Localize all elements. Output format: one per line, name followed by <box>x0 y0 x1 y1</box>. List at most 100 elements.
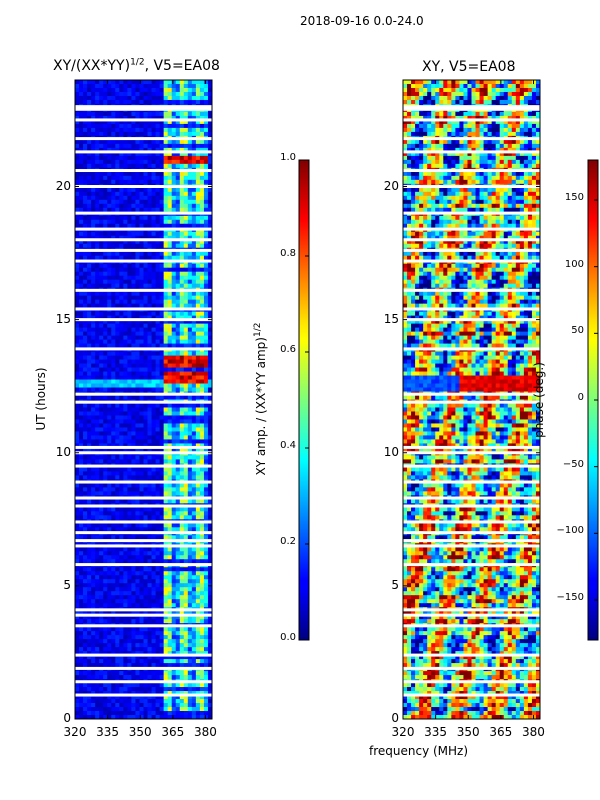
heatmap-cell <box>75 223 80 229</box>
heatmap-cell <box>187 403 193 408</box>
heatmap-cell <box>115 523 120 528</box>
heatmap-cell <box>119 535 124 540</box>
heatmap-cell <box>175 299 181 305</box>
heatmap-cell <box>179 339 185 344</box>
heatmap-cell <box>123 131 128 137</box>
heatmap-cell <box>75 427 80 432</box>
heatmap-cell <box>87 475 92 480</box>
heatmap-cell <box>103 119 108 125</box>
heatmap-cell <box>151 571 156 576</box>
heatmap-cell <box>131 415 136 420</box>
heatmap-cell <box>107 303 112 309</box>
heatmap-cell <box>191 191 197 197</box>
heatmap-cell <box>203 611 209 616</box>
heatmap-cell <box>175 323 181 329</box>
heatmap-cell <box>83 171 88 177</box>
heatmap-cell <box>163 255 169 261</box>
heatmap-cell <box>111 203 116 209</box>
heatmap-cell <box>191 403 197 408</box>
heatmap-cell <box>203 271 209 277</box>
heatmap-cell <box>159 331 165 336</box>
heatmap-cell <box>175 439 181 444</box>
heatmap-cell <box>183 203 189 209</box>
heatmap-cell <box>151 299 156 305</box>
heatmap-cell <box>131 635 136 640</box>
heatmap-cell <box>123 499 128 504</box>
heatmap-cell <box>179 271 185 277</box>
heatmap-cell <box>163 419 169 424</box>
heatmap-cell <box>83 411 88 416</box>
heatmap-cell <box>179 627 185 632</box>
heatmap-cell <box>99 471 104 476</box>
heatmap-cell <box>175 223 181 229</box>
heatmap-cell <box>147 163 152 169</box>
heatmap-cell <box>75 131 80 137</box>
heatmap-cell <box>95 407 100 412</box>
heatmap-cell <box>75 295 80 301</box>
heatmap-cell <box>191 499 197 504</box>
heatmap-cell <box>91 579 96 584</box>
heatmap-cell <box>207 547 213 552</box>
heatmap-cell <box>143 475 148 480</box>
heatmap-cell <box>159 191 165 197</box>
heatmap-cell <box>163 567 169 572</box>
heatmap-cell <box>175 631 181 636</box>
heatmap-cell <box>139 319 144 325</box>
heatmap-cell <box>179 511 185 516</box>
heatmap-cell <box>159 375 165 380</box>
heatmap-cell <box>167 663 173 668</box>
heatmap-cell <box>79 619 84 624</box>
heatmap-cell <box>155 555 161 560</box>
heatmap-cell <box>171 203 177 209</box>
heatmap-cell <box>199 355 205 360</box>
heatmap-cell <box>111 363 116 368</box>
heatmap-cell <box>139 363 144 368</box>
heatmap-cell <box>155 639 161 644</box>
heatmap-cell <box>195 315 201 321</box>
heatmap-cell <box>159 527 165 532</box>
heatmap-cell <box>111 415 116 420</box>
heatmap-cell <box>179 403 185 408</box>
heatmap-cell <box>155 475 161 480</box>
heatmap-cell <box>191 551 197 556</box>
heatmap-cell <box>143 115 148 121</box>
heatmap-cell <box>91 231 96 237</box>
heatmap-cell <box>103 467 108 472</box>
heatmap-cell <box>111 239 116 245</box>
heatmap-cell <box>131 591 136 596</box>
heatmap-cell <box>203 327 209 332</box>
heatmap-cell <box>107 335 112 340</box>
heatmap-cell <box>83 155 88 161</box>
heatmap-cell <box>179 663 185 668</box>
heatmap-cell <box>135 427 140 432</box>
heatmap-cell <box>191 527 197 532</box>
heatmap-cell <box>179 647 185 652</box>
heatmap-cell <box>83 279 88 285</box>
heatmap-cell <box>107 231 112 237</box>
heatmap-cell <box>99 647 104 652</box>
heatmap-cell <box>159 647 165 652</box>
heatmap-cell <box>195 631 201 636</box>
heatmap-cell <box>199 263 205 269</box>
heatmap-cell <box>163 123 169 129</box>
heatmap-cell <box>115 475 120 480</box>
heatmap-cell <box>151 251 156 257</box>
heatmap-cell <box>91 119 96 125</box>
heatmap-cell <box>119 255 124 261</box>
heatmap-cell <box>151 315 156 321</box>
heatmap-cell <box>123 647 128 652</box>
heatmap-cell <box>175 551 181 556</box>
heatmap-cell <box>171 647 177 652</box>
heatmap-cell <box>75 595 80 600</box>
heatmap-cell <box>111 507 116 512</box>
heatmap-cell <box>195 579 201 584</box>
heatmap-cell <box>167 151 173 157</box>
heatmap-cell <box>135 523 140 528</box>
heatmap-cell <box>131 511 136 516</box>
heatmap-cell <box>119 507 124 512</box>
heatmap-cell <box>123 219 128 225</box>
heatmap-cell <box>139 343 144 348</box>
heatmap-cell <box>75 115 80 121</box>
heatmap-cell <box>111 551 116 556</box>
heatmap-cell <box>135 643 140 648</box>
